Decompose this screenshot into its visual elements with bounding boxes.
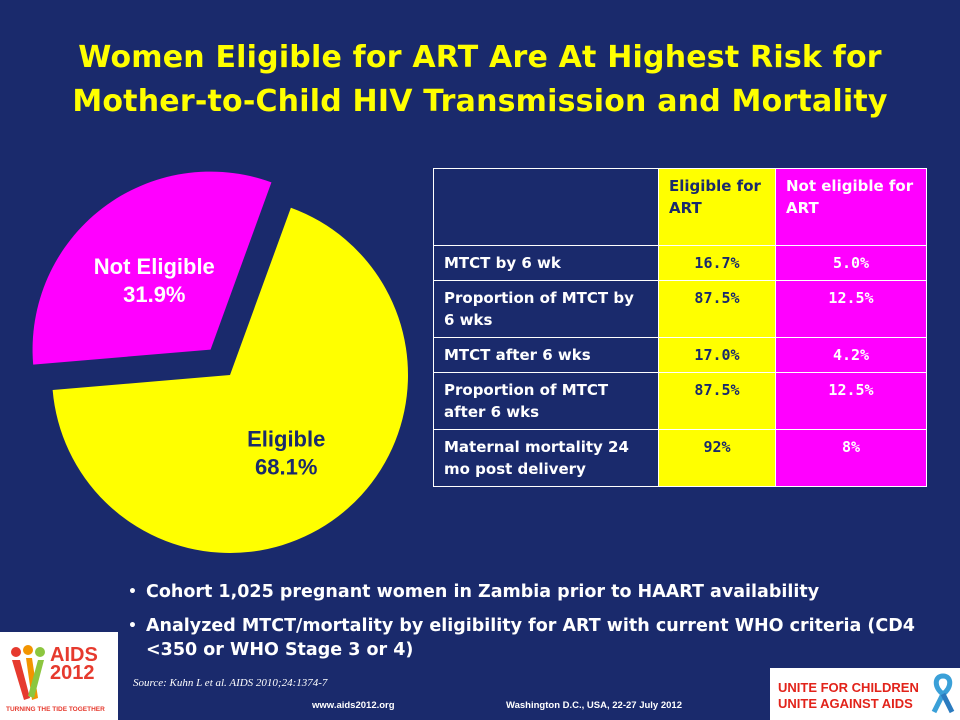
table-header-blank — [433, 168, 659, 246]
unite-for-children-logo: UNITE FOR CHILDREN UNITE AGAINST AIDS — [770, 668, 960, 720]
row-label: Maternal mortality 24 mo post delivery — [433, 429, 659, 487]
not-eligible-value: 4.2% — [775, 337, 927, 373]
row-label: MTCT by 6 wk — [433, 245, 659, 281]
table-row: Maternal mortality 24 mo post delivery 9… — [433, 429, 927, 487]
source-citation: Source: Kuhn L et al. AIDS 2010;24:1374-… — [133, 677, 328, 689]
pie-slice-eligible — [52, 207, 409, 553]
eligible-value: 87.5% — [658, 280, 776, 338]
bullet-dot-icon: • — [128, 584, 137, 600]
footer-url: www.aids2012.org — [312, 700, 395, 711]
aids2012-logo: AIDS 2012 TURNING THE TIDE TOGETHER — [0, 632, 118, 720]
list-item: • Cohort 1,025 pregnant women in Zambia … — [128, 580, 928, 604]
title-line-1: Women Eligible for ART Are At Highest Ri… — [78, 40, 882, 75]
unite-logo-line-1: UNITE FOR CHILDREN — [778, 680, 919, 695]
pie-chart: Eligible 68.1% Not Eligible 31.9% — [32, 171, 409, 553]
not-eligible-value: 12.5% — [775, 280, 927, 338]
not-eligible-value: 5.0% — [775, 245, 927, 281]
table-row: MTCT by 6 wk 16.7% 5.0% — [433, 245, 927, 281]
table-header-not-eligible: Not eligible for ART — [775, 168, 927, 246]
table-header-row: Eligible for ART Not eligible for ART — [433, 168, 927, 246]
aids2012-tagline: TURNING THE TIDE TOGETHER — [6, 706, 105, 713]
pie-label-not-eligible: Not Eligible — [94, 254, 215, 279]
eligible-value: 17.0% — [658, 337, 776, 373]
row-label: MTCT after 6 wks — [433, 337, 659, 373]
eligible-value: 92% — [658, 429, 776, 487]
pie-slice-not-eligible — [32, 171, 272, 365]
eligible-value: 87.5% — [658, 372, 776, 430]
table-header-eligible: Eligible for ART — [658, 168, 776, 246]
list-item: • Analyzed MTCT/mortality by eligibility… — [128, 614, 928, 662]
bullet-dot-icon: • — [128, 618, 137, 634]
bullet-text: Analyzed MTCT/mortality by eligibility f… — [146, 616, 915, 660]
row-label: Proportion of MTCT by 6 wks — [433, 280, 659, 338]
bullet-list: • Cohort 1,025 pregnant women in Zambia … — [128, 580, 928, 672]
title-line-2: Mother-to-Child HIV Transmission and Mor… — [72, 84, 888, 119]
pie-value-not-eligible: 31.9% — [123, 282, 185, 307]
bullet-text: Cohort 1,025 pregnant women in Zambia pr… — [146, 582, 820, 602]
table-row: MTCT after 6 wks 17.0% 4.2% — [433, 337, 927, 373]
aids2012-logo-text: AIDS 2012 — [50, 644, 98, 684]
table-row: Proportion of MTCT by 6 wks 87.5% 12.5% — [433, 280, 927, 338]
ribbon-people-icon — [11, 645, 45, 700]
row-label: Proportion of MTCT after 6 wks — [433, 372, 659, 430]
pie-label-eligible: Eligible — [247, 427, 325, 452]
footer-location: Washington D.C., USA, 22-27 July 2012 — [506, 700, 682, 711]
ribbon-icon — [931, 673, 955, 714]
eligible-value: 16.7% — [658, 245, 776, 281]
table-row: Proportion of MTCT after 6 wks 87.5% 12.… — [433, 372, 927, 430]
pie-value-eligible: 68.1% — [255, 455, 317, 480]
not-eligible-value: 12.5% — [775, 372, 927, 430]
slide-title: Women Eligible for ART Are At Highest Ri… — [0, 36, 960, 124]
risk-table: Eligible for ART Not eligible for ART MT… — [433, 168, 927, 487]
unite-logo-line-2: UNITE AGAINST AIDS — [778, 696, 913, 711]
not-eligible-value: 8% — [775, 429, 927, 487]
